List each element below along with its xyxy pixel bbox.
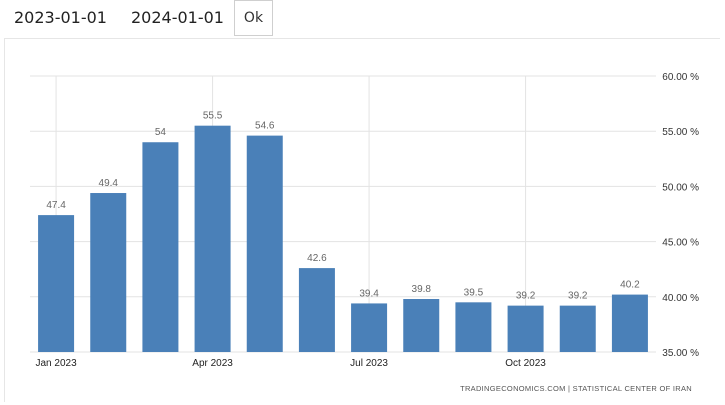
y-tick-label: 45.00 % [662, 238, 699, 249]
date-range-bar: Ok [0, 0, 725, 38]
bar-2023-05 [246, 135, 283, 352]
y-tick-label: 60.00 % [662, 72, 699, 83]
x-tick-label: Oct 2023 [505, 358, 546, 369]
y-axis-ticks: 35.00 % 40.00 % 45.00 % 50.00 % 55.00 % 60.00… [662, 72, 699, 359]
data-label-2023-02: 49.4 [99, 178, 119, 189]
x-tick-label: Jul 2023 [350, 358, 388, 369]
bar-2023-06 [298, 268, 335, 352]
data-label-2023-10: 39.2 [516, 291, 536, 302]
data-label-2023-05: 54.6 [255, 121, 275, 132]
bar-2023-12 [611, 294, 648, 352]
data-label-2023-08: 39.8 [412, 284, 432, 295]
data-labels: 47.4 49.4 54 55.5 54.6 42.6 39.4 39.8 39.5 39.2 39… [46, 111, 640, 302]
data-label-2023-07: 39.4 [359, 288, 379, 299]
y-tick-label: 35.00 % [662, 348, 699, 359]
y-tick-label: 55.00 % [662, 127, 699, 138]
data-label-2023-04: 55.5 [203, 111, 223, 122]
bar-2023-03 [142, 142, 179, 352]
data-label-2023-11: 39.2 [568, 291, 588, 302]
x-axis-ticks: Jan 2023 Apr 2023 Jul 2023 Oct 2023 [36, 358, 547, 369]
bar-2023-01 [38, 215, 75, 352]
bar-2023-02 [90, 193, 127, 352]
data-label-2023-01: 47.4 [46, 200, 66, 211]
source-credit: TRADINGECONOMICS.COM | STATISTICAL CENTE… [460, 384, 692, 393]
data-label-2023-06: 42.6 [307, 253, 327, 264]
y-tick-label: 40.00 % [662, 293, 699, 304]
bar-2023-11 [559, 305, 596, 352]
chart-frame [4, 38, 720, 402]
end-date-input[interactable] [121, 0, 233, 34]
x-tick-label: Apr 2023 [192, 358, 233, 369]
bar-2023-09 [455, 302, 492, 352]
data-label-2023-03: 54 [155, 127, 167, 138]
start-date-input[interactable] [4, 0, 116, 34]
bars [38, 125, 648, 353]
y-tick-label: 50.00 % [662, 182, 699, 193]
x-tick-label: Jan 2023 [36, 358, 78, 369]
ok-button[interactable]: Ok [234, 0, 273, 36]
bar-2023-04 [194, 125, 231, 353]
data-label-2023-12: 40.2 [620, 280, 640, 291]
bar-2023-08 [403, 299, 440, 352]
data-label-2023-09: 39.5 [464, 287, 484, 298]
bar-2023-07 [351, 303, 388, 352]
bar-2023-10 [507, 305, 544, 352]
